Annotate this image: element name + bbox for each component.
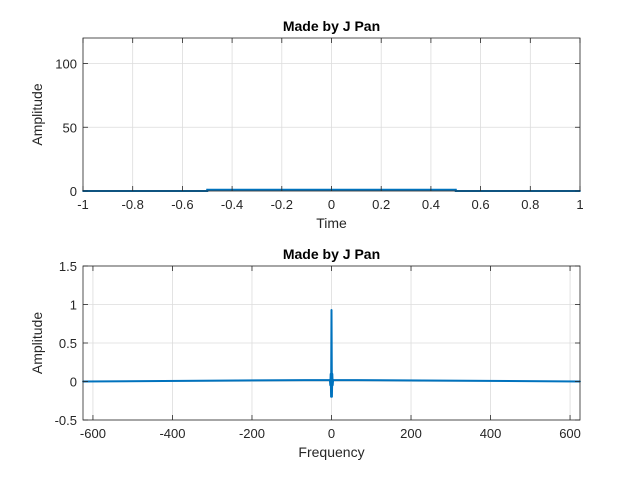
time-y-axis-label: Amplitude xyxy=(29,83,45,145)
freq-y-tick-label: 0.5 xyxy=(59,336,77,351)
time-x-tick-label: -0.8 xyxy=(121,197,143,212)
freq-x-tick-label: 600 xyxy=(559,426,581,441)
freq-data-point xyxy=(331,384,334,387)
time-domain-plot: -1 -0.8 -0.6 -0.4 -0.2 0 0.2 0.4 0.6 0.8 1 0 50 100 Ma… xyxy=(29,18,584,231)
time-x-axis-label: Time xyxy=(316,215,347,231)
freq-x-tick-label: -400 xyxy=(159,426,185,441)
freq-x-tick-label: 200 xyxy=(400,426,422,441)
freq-x-tick-label: -200 xyxy=(239,426,265,441)
freq-x-tick-label: -600 xyxy=(80,426,106,441)
time-x-tick-label: -0.4 xyxy=(221,197,243,212)
freq-x-tick-label: 0 xyxy=(328,426,335,441)
freq-x-axis-label: Frequency xyxy=(298,444,364,460)
time-x-tick-label: 0.2 xyxy=(372,197,390,212)
freq-data-point xyxy=(330,396,333,398)
freq-y-axis-label: Amplitude xyxy=(29,312,45,374)
freq-y-tick-label: 1.5 xyxy=(59,259,77,274)
time-x-tick-label: 0 xyxy=(328,197,335,212)
time-data-point xyxy=(206,188,209,191)
time-x-tick-label: -1 xyxy=(77,197,89,212)
frequency-domain-plot: -600 -400 -200 0 200 400 600 -0.5 0 0.5 1 1.5 Made b… xyxy=(29,246,581,460)
time-x-tick-label: 0.8 xyxy=(521,197,539,212)
time-x-tick-label: 0.4 xyxy=(422,197,440,212)
time-x-tick-label: 0.6 xyxy=(472,197,490,212)
time-x-tick-label: -0.2 xyxy=(271,197,293,212)
time-y-tick-label: 0 xyxy=(70,184,77,199)
time-plot-title: Made by J Pan xyxy=(283,18,380,34)
freq-data-point xyxy=(331,372,334,375)
freq-plot-title: Made by J Pan xyxy=(283,246,380,262)
time-x-tick-label: 1 xyxy=(576,197,583,212)
time-x-tick-label: -0.6 xyxy=(171,197,193,212)
freq-data-point xyxy=(329,372,332,375)
freq-y-tick-label: 1 xyxy=(70,298,77,313)
freq-y-tick-label: -0.5 xyxy=(55,413,77,428)
freq-data-point xyxy=(332,379,334,381)
time-y-tick-label: 50 xyxy=(63,120,77,135)
freq-x-tick-label: 400 xyxy=(480,426,502,441)
freq-data-point xyxy=(329,379,331,381)
time-data-point xyxy=(454,188,457,191)
freq-data-point xyxy=(330,308,333,311)
time-y-tick-label: 100 xyxy=(55,57,77,72)
freq-y-tick-label: 0 xyxy=(70,375,77,390)
freq-data-point xyxy=(329,384,332,387)
